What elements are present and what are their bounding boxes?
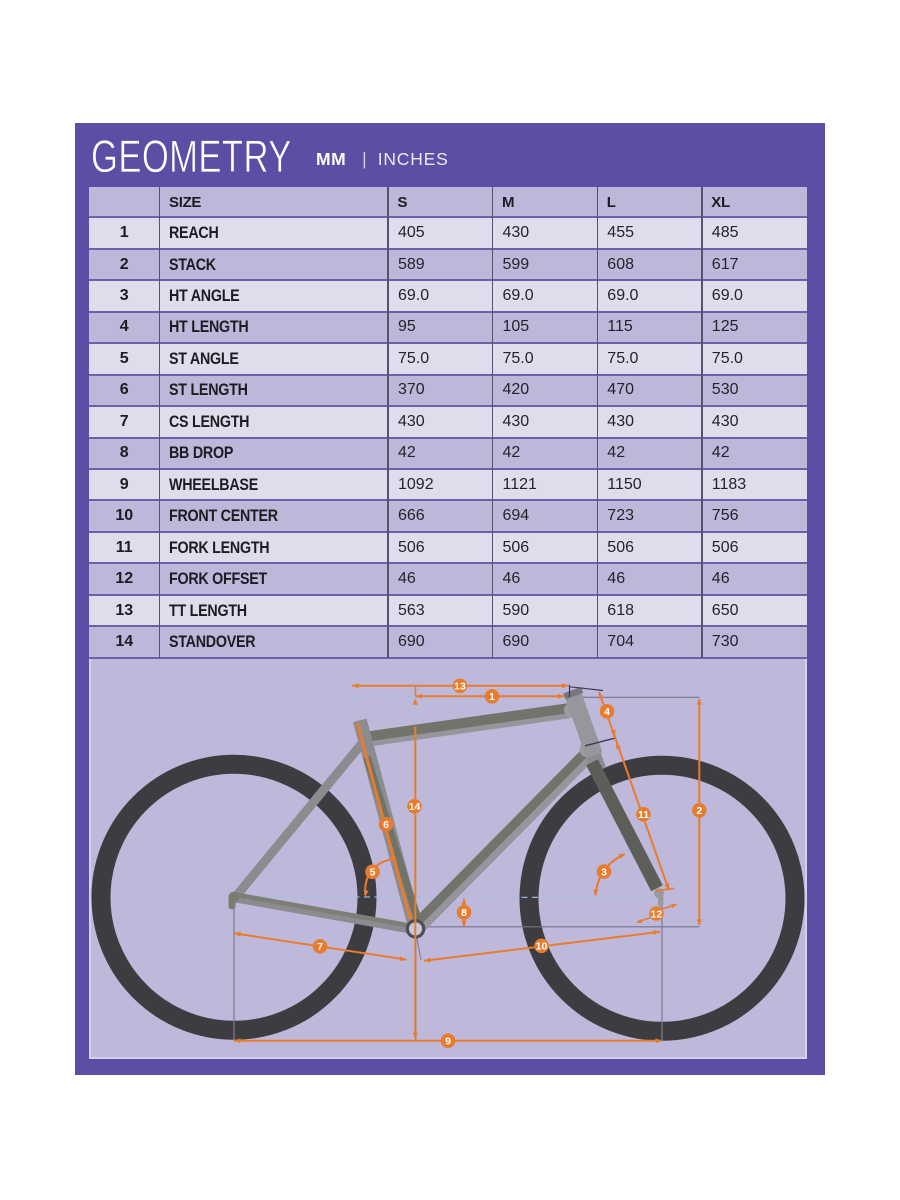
svg-text:12: 12 bbox=[651, 909, 663, 920]
svg-text:3: 3 bbox=[601, 867, 607, 878]
svg-text:5: 5 bbox=[370, 867, 376, 878]
svg-text:11: 11 bbox=[638, 810, 649, 821]
svg-text:13: 13 bbox=[454, 681, 466, 692]
svg-text:8: 8 bbox=[461, 908, 467, 919]
svg-text:14: 14 bbox=[409, 802, 421, 813]
svg-text:4: 4 bbox=[604, 707, 610, 718]
svg-text:6: 6 bbox=[383, 820, 389, 831]
svg-text:10: 10 bbox=[536, 941, 548, 952]
svg-text:2: 2 bbox=[696, 806, 702, 817]
svg-text:1: 1 bbox=[489, 692, 495, 703]
svg-text:7: 7 bbox=[317, 942, 323, 953]
svg-text:9: 9 bbox=[445, 1036, 451, 1047]
